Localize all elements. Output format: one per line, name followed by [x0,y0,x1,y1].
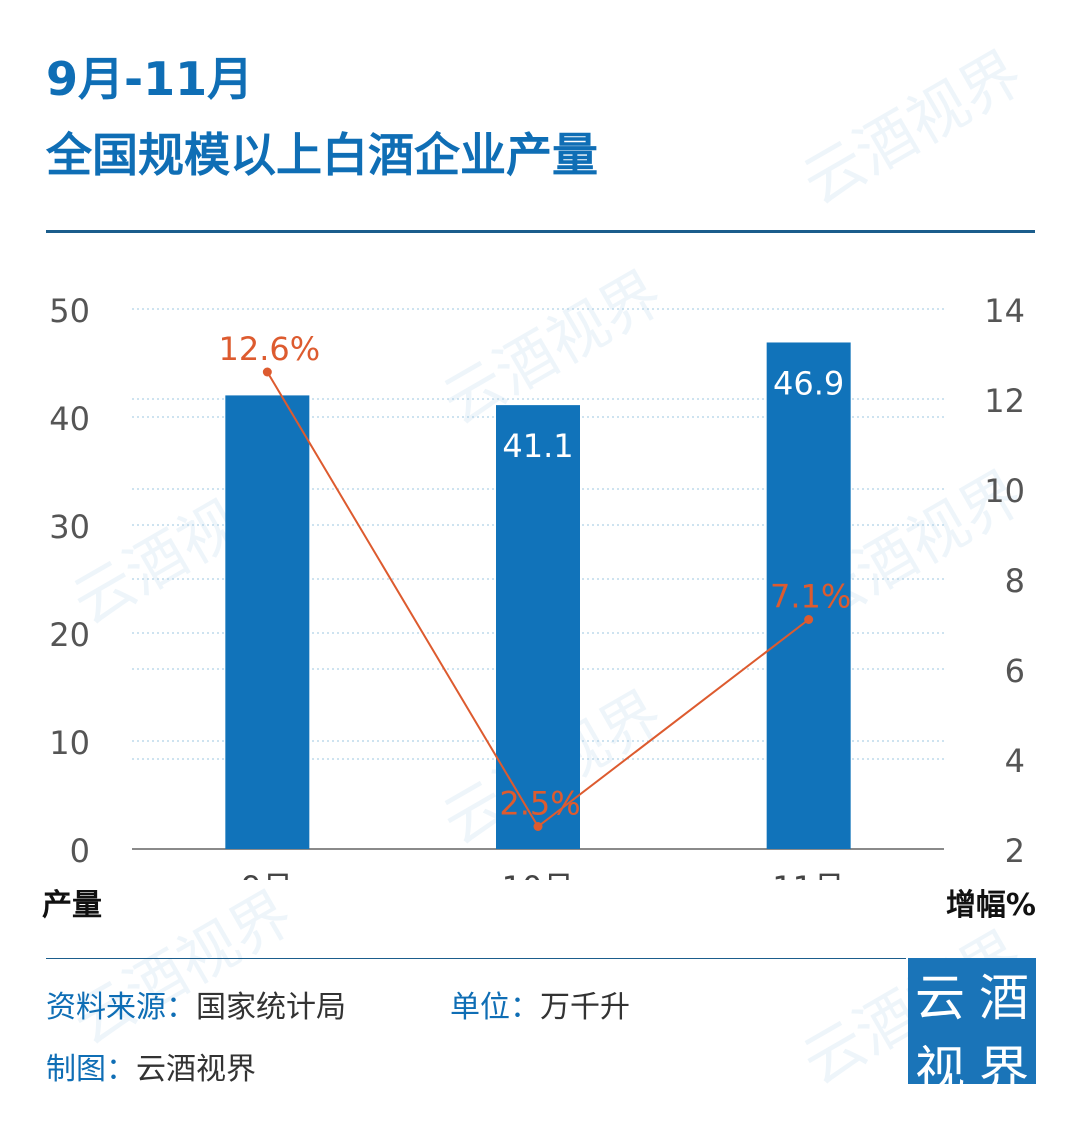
footer-maker: 制图：云酒视界 [46,1044,256,1088]
right-tick-label: 10 [984,472,1025,510]
right-tick-label: 8 [1005,562,1025,600]
growth-point [262,367,272,377]
right-tick-label: 6 [1005,652,1025,690]
left-tick-label: 20 [49,616,90,654]
left-tick-label: 10 [49,724,90,762]
right-tick-label: 2 [1005,832,1025,870]
footer-unit: 单位：万千升 [450,982,630,1026]
category-label: 10月 [502,869,575,880]
title-divider [46,230,1035,233]
growth-point [804,615,814,624]
growth-data-label: 12.6% [219,330,321,368]
right-tick-label: 4 [1005,742,1025,780]
source-value: 国家统计局 [196,990,346,1025]
left-tick-label: 0 [70,832,90,870]
footer-source: 资料来源：国家统计局 [46,982,346,1026]
brand-logo: 云 酒 视 界 [908,958,1036,1099]
bar-data-label: 41.1 [502,427,573,465]
footer-divider [46,958,906,959]
left-tick-label: 40 [49,400,90,438]
category-label: 11月 [772,869,845,880]
unit-value: 万千升 [540,990,630,1025]
maker-value: 云酒视界 [136,1052,256,1087]
bar [766,342,851,849]
logo-char: 视 [915,1041,965,1099]
maker-label: 制图： [46,1052,136,1087]
unit-label: 单位： [450,990,540,1025]
bar [496,405,580,849]
watermark: 云酒视界 [791,37,1035,219]
left-tick-label: 50 [49,292,90,330]
growth-data-label: 7.1% [770,578,851,616]
chart-title-line2: 全国规模以上白酒企业产量 [46,128,598,182]
logo-char: 酒 [979,969,1029,1027]
chart-title-line1: 9月-11月 [46,52,254,106]
right-tick-label: 12 [984,382,1025,420]
bar [225,395,310,849]
logo-char: 界 [979,1041,1029,1099]
right-tick-label: 14 [984,292,1025,330]
growth-data-label: 2.5% [499,785,580,823]
left-tick-label: 30 [49,508,90,546]
source-label: 资料来源： [46,990,196,1025]
growth-point [533,822,543,831]
bar-data-label: 46.9 [773,364,844,402]
left-axis-title: 产量 [42,888,102,923]
right-axis-title: 增幅% [945,888,1036,923]
logo-char: 云 [915,969,965,1027]
category-label: 9月 [241,869,293,880]
combo-chart: 0 10 20 30 40 50 2 4 6 8 10 12 14 41.1 46.9 9月 10月 11月 12.… [49,292,1025,880]
